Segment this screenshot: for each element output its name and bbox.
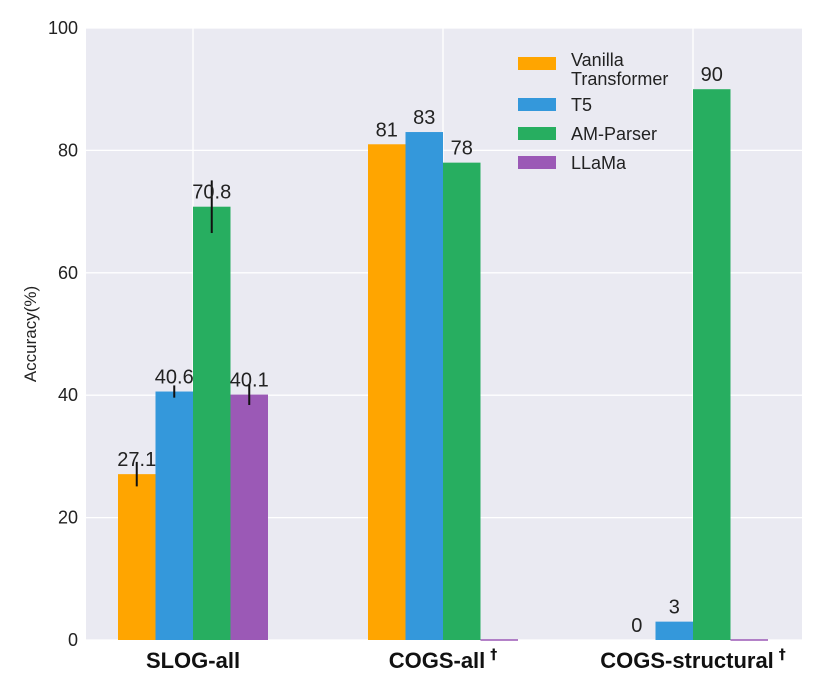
legend-swatch xyxy=(518,156,556,169)
bar-t5-2 xyxy=(655,621,693,640)
data-label: 0 xyxy=(631,615,642,637)
data-labels: 27.1 40.6 70.8 40.1 81 83 78 0 3 90 xyxy=(117,64,723,637)
legend-swatch xyxy=(518,98,556,111)
legend: Vanilla Transformer T5 AM-Parser LLaMa xyxy=(518,50,668,173)
legend-label: T5 xyxy=(571,95,592,115)
data-label: 70.8 xyxy=(192,182,231,204)
bar-am-parser-0 xyxy=(193,206,231,641)
y-axis-ticks: 0 20 40 60 80 100 xyxy=(48,18,78,650)
category-name: COGS-structural xyxy=(600,648,774,673)
legend-swatch xyxy=(518,127,556,140)
legend-label-line: AM-Parser xyxy=(571,124,657,144)
legend-label-line: LLaMa xyxy=(571,153,627,173)
legend-label: Vanilla Transformer xyxy=(571,50,668,89)
bars xyxy=(118,89,768,641)
category-name: SLOG-all xyxy=(146,648,240,673)
legend-label: AM-Parser xyxy=(571,124,657,144)
x-axis-ticks: SLOG-all COGS-all † COGS-structural † xyxy=(146,647,786,673)
legend-label: LLaMa xyxy=(571,153,627,173)
bar-am-parser-2 xyxy=(693,89,731,640)
bar-llama-0 xyxy=(230,394,268,640)
x-tick-label: SLOG-all xyxy=(146,648,240,673)
y-tick-label: 0 xyxy=(68,630,78,650)
bar-t5-0 xyxy=(155,391,193,640)
error-bars xyxy=(135,180,251,487)
y-tick-label: 100 xyxy=(48,18,78,38)
x-tick-label: COGS-structural † xyxy=(600,647,786,673)
data-label: 83 xyxy=(413,107,435,129)
y-tick-label: 80 xyxy=(58,140,78,160)
bar-vanilla-transformer-0 xyxy=(118,474,156,640)
legend-label-line: Transformer xyxy=(571,69,668,89)
bar-t5-1 xyxy=(405,132,443,641)
y-tick-label: 40 xyxy=(58,385,78,405)
legend-label-line: Vanilla xyxy=(571,50,625,70)
bar-am-parser-1 xyxy=(443,162,481,640)
dagger-mark: † xyxy=(490,647,497,663)
data-label: 27.1 xyxy=(117,449,156,471)
y-axis-label: Accuracy(%) xyxy=(21,286,40,382)
data-label: 90 xyxy=(701,64,723,86)
y-tick-label: 20 xyxy=(58,508,78,528)
data-label: 3 xyxy=(669,597,680,619)
bar-vanilla-transformer-1 xyxy=(368,144,406,640)
legend-swatch xyxy=(518,57,556,70)
data-label: 40.1 xyxy=(230,370,269,392)
y-tick-label: 60 xyxy=(58,263,78,283)
data-label: 40.6 xyxy=(155,367,194,389)
category-name: COGS-all xyxy=(389,648,486,673)
data-label: 78 xyxy=(451,138,473,160)
data-label: 81 xyxy=(376,119,398,141)
dagger-mark: † xyxy=(779,647,786,663)
x-tick-label: COGS-all † xyxy=(389,647,498,673)
legend-label-line: T5 xyxy=(571,95,592,115)
